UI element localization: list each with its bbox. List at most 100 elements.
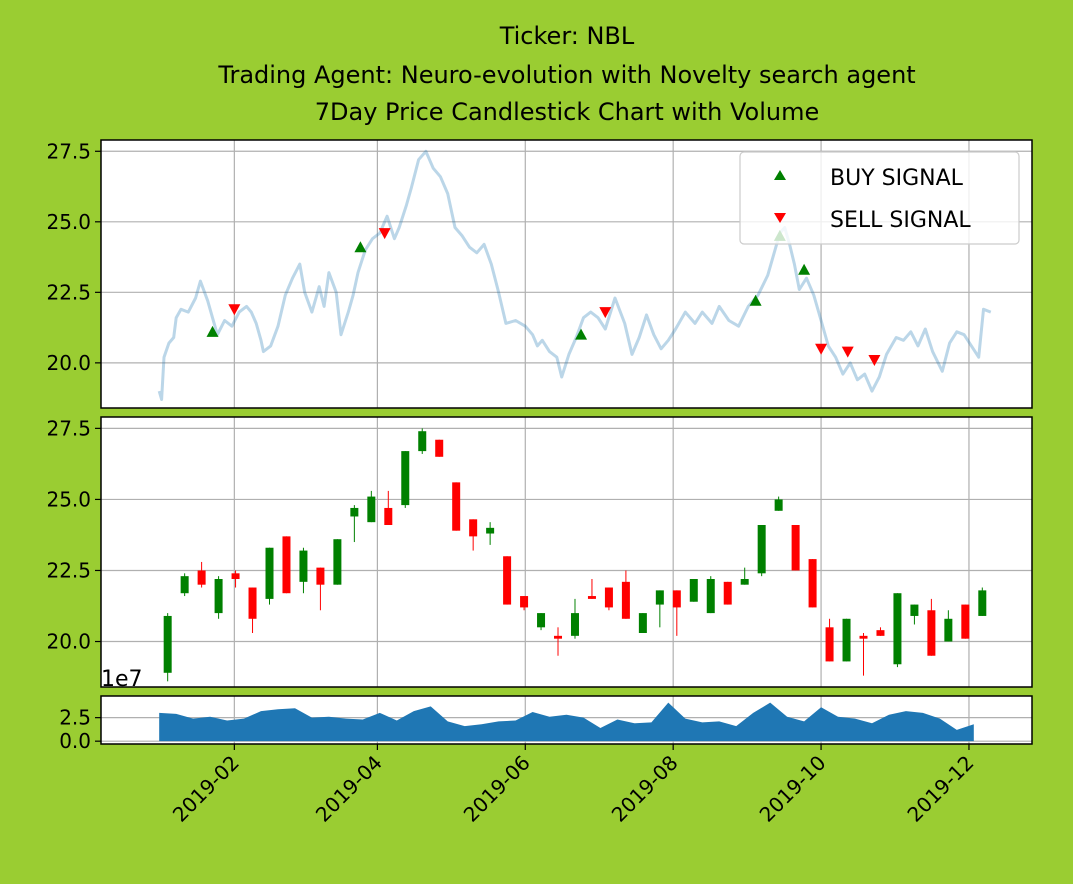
legend-buy-marker-icon <box>774 170 786 180</box>
buy-signal-marker <box>575 328 588 340</box>
sell-signal-marker <box>378 228 391 240</box>
title-line-subtitle: 7Day Price Candlestick Chart with Volume <box>315 98 820 126</box>
candle-body <box>587 596 596 599</box>
candle-body <box>808 559 817 608</box>
candle <box>638 613 647 633</box>
candle <box>927 598 936 656</box>
volume-panel: 0.02.5 1e7 2019-02 2019-04 2019-06 2019-08 2… <box>59 667 1033 827</box>
candle <box>672 590 681 636</box>
candle-body <box>401 451 410 506</box>
candle-body <box>791 525 800 571</box>
volume-offset-label: 1e7 <box>101 667 143 692</box>
candle-body <box>825 627 834 662</box>
candle <box>587 579 596 599</box>
x-tick-label: 2019-06 <box>459 751 535 827</box>
candle <box>757 525 766 577</box>
candle-body <box>978 590 987 616</box>
legend-item-sell: SELL SIGNAL <box>774 208 971 233</box>
price-ytick-label: 25.0 <box>46 210 91 234</box>
price-line <box>157 149 992 401</box>
candle-body <box>604 587 613 608</box>
candle-body <box>740 579 749 585</box>
candle <box>689 579 698 602</box>
title-line-agent: Trading Agent: Neuro-evolution with Nove… <box>217 61 915 89</box>
candle <box>418 428 427 454</box>
candle-body <box>638 613 647 633</box>
candle-body <box>197 570 206 585</box>
candle-ytick-label: 22.5 <box>46 558 91 582</box>
candle <box>486 522 495 545</box>
sell-signal-marker <box>841 346 854 358</box>
candlestick-panel-frame <box>100 416 1033 688</box>
candle <box>910 604 919 625</box>
candle <box>520 596 529 611</box>
candlestick-panel-yticks: 20.0 22.5 25.0 27.5 <box>46 416 101 654</box>
price-panel-frame <box>100 139 1033 409</box>
candle <box>214 576 223 619</box>
price-ytick-label: 27.5 <box>46 139 91 163</box>
candle <box>180 573 189 597</box>
candle-body <box>384 507 393 525</box>
candle-body <box>757 525 766 574</box>
candle <box>554 627 563 656</box>
x-axis-ticks: 2019-02 2019-04 2019-06 2019-08 2019-10 2019-… <box>168 744 978 827</box>
sell-signal-marker <box>868 355 881 367</box>
candle-body <box>299 550 308 582</box>
candle <box>282 536 291 594</box>
candle <box>604 587 613 611</box>
candlestick-panel: 20.0 22.5 25.0 27.5 <box>46 416 1033 688</box>
buy-signal-marker <box>354 241 367 253</box>
x-tick-label: 2019-12 <box>902 751 978 827</box>
buy-signal-marker <box>749 294 762 306</box>
sell-signal-marker <box>599 307 612 319</box>
candle-body <box>452 482 461 531</box>
candle-body <box>910 604 919 616</box>
legend: BUY SIGNAL SELL SIGNAL <box>739 151 1020 245</box>
candle-body <box>655 590 664 605</box>
candle <box>655 590 664 628</box>
candle <box>265 547 274 605</box>
candle-body <box>723 581 732 605</box>
candlestick-panel-grid <box>101 417 1032 687</box>
candle <box>401 451 410 508</box>
candle <box>961 604 970 639</box>
title-line-ticker: Ticker: NBL <box>499 22 635 50</box>
candle <box>299 547 308 594</box>
candle-body <box>554 635 563 639</box>
candle <box>859 633 868 676</box>
sell-signal-marker <box>815 343 828 355</box>
candle-ytick-label: 20.0 <box>46 630 91 654</box>
candle-body <box>248 587 257 619</box>
candle-body <box>180 576 189 594</box>
candle-body <box>893 593 902 665</box>
x-tick-label: 2019-02 <box>168 751 244 827</box>
volume-area <box>159 702 974 742</box>
candle <box>367 490 376 523</box>
candle <box>197 561 206 588</box>
candle-body <box>927 610 936 656</box>
candle <box>808 559 817 608</box>
candle <box>825 618 834 662</box>
candle-body <box>944 618 953 642</box>
candle-ytick-label: 25.0 <box>46 487 91 511</box>
candle <box>944 610 953 642</box>
candle <box>842 618 851 662</box>
candle <box>503 556 512 605</box>
legend-sell-marker-icon <box>774 213 786 223</box>
volume-area-series <box>159 702 974 742</box>
volume-panel-yticks: 0.02.5 <box>59 706 101 753</box>
candle <box>876 627 885 636</box>
candle-ytick-label: 27.5 <box>46 416 91 440</box>
candle <box>706 576 715 614</box>
candle-body <box>961 604 970 639</box>
legend-box <box>739 151 1020 245</box>
volume-ytick-label: 0.0 <box>59 729 91 753</box>
candle <box>537 613 546 631</box>
candlestick-panel-background <box>101 417 1032 687</box>
candle <box>469 519 478 551</box>
candle <box>452 482 461 531</box>
candle-body <box>621 581 630 619</box>
candle-body <box>231 573 240 579</box>
candle-body <box>214 579 223 614</box>
candle-body <box>435 439 444 457</box>
